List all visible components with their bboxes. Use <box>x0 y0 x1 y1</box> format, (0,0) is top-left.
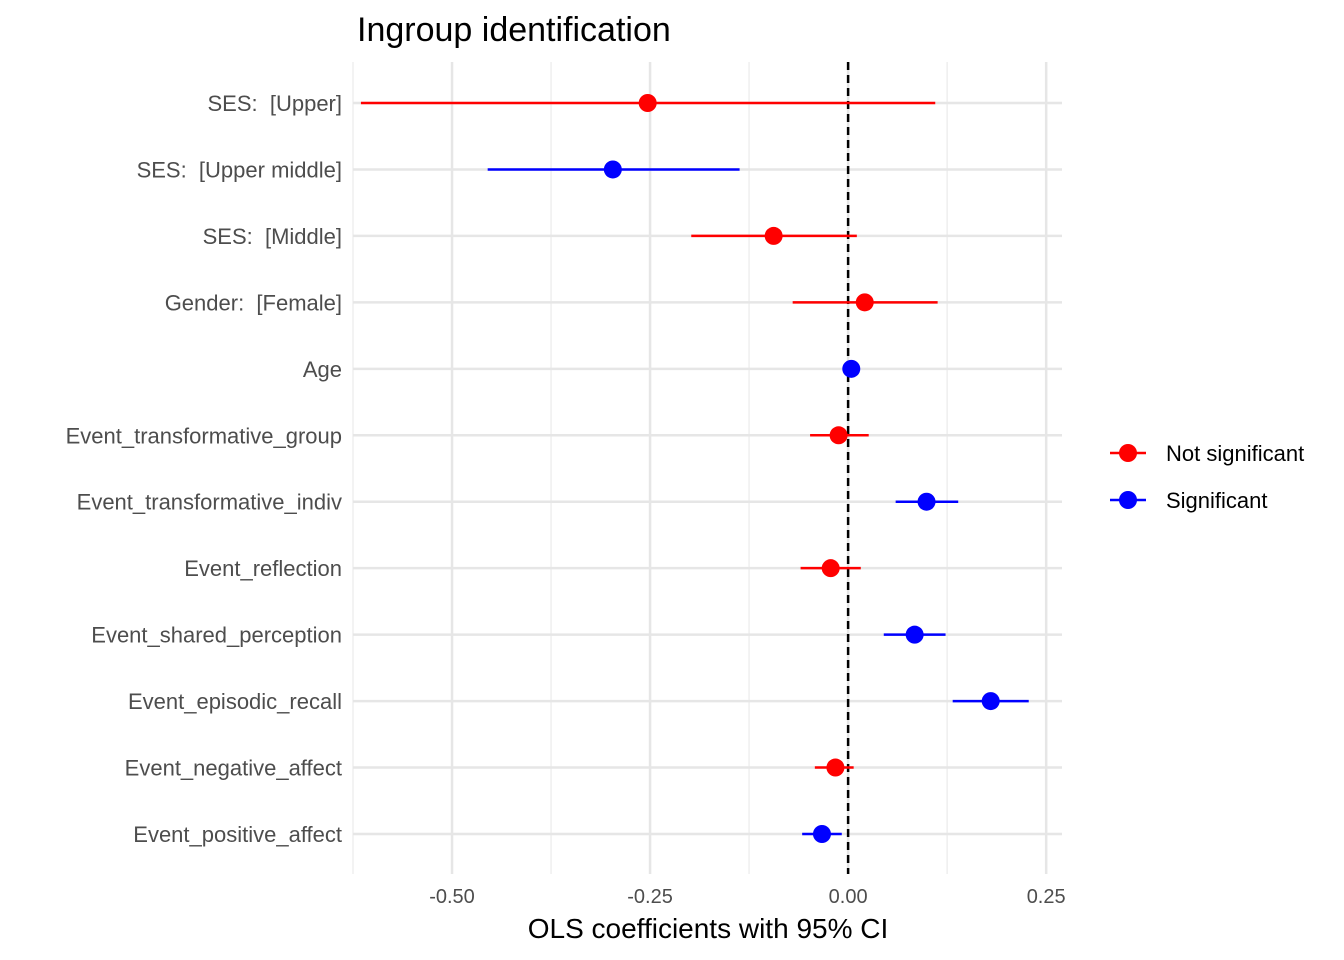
grid <box>352 62 1062 874</box>
y-tick-label: SES: [Upper middle] <box>137 157 342 182</box>
estimate-point <box>829 426 848 445</box>
estimate-point <box>638 94 657 112</box>
estimate-point <box>764 226 783 245</box>
y-tick-label: Event_negative_affect <box>125 756 342 781</box>
x-tick-label: 0.00 <box>829 886 868 908</box>
y-tick-label: Event_transformative_group <box>66 423 342 448</box>
y-tick-label: Event_reflection <box>184 556 342 581</box>
estimate-point <box>855 293 874 312</box>
y-tick-label: Gender: [Female] <box>165 290 342 315</box>
x-tick-label: -0.50 <box>429 886 475 908</box>
legend: Not significant Significant <box>1110 441 1304 513</box>
estimate-point <box>821 559 840 578</box>
legend-key <box>1110 491 1146 509</box>
y-axis-labels: SES: [Upper] SES: [Upper middle] SES: [Mid… <box>66 91 342 847</box>
estimate-point <box>917 492 936 511</box>
y-tick-label: Event_shared_perception <box>91 623 342 648</box>
x-tick-label: 0.25 <box>1027 886 1066 908</box>
estimate-point <box>905 625 924 644</box>
plot-marks <box>360 94 1029 843</box>
x-axis-ticks: -0.50 -0.25 0.00 0.25 <box>429 886 1065 908</box>
estimate-point <box>603 160 622 179</box>
y-tick-label: SES: [Upper] <box>207 91 342 116</box>
estimate-point <box>812 825 831 843</box>
legend-label: Not significant <box>1166 441 1304 466</box>
y-tick-label: Age <box>303 357 342 382</box>
legend-key <box>1110 444 1146 462</box>
y-tick-label: Event_positive_affect <box>133 822 342 847</box>
estimate-point <box>981 692 1000 711</box>
estimate-point <box>826 758 845 777</box>
y-tick-label: Event_episodic_recall <box>128 689 342 714</box>
y-tick-label: Event_transformative_indiv <box>77 490 342 515</box>
estimate-point <box>842 359 861 378</box>
x-axis-title: OLS coefficients with 95% CI <box>528 913 889 944</box>
y-tick-label: SES: [Middle] <box>203 224 342 249</box>
chart-title: Ingroup identification <box>357 11 671 49</box>
legend-label: Significant <box>1166 488 1268 513</box>
x-tick-label: -0.25 <box>627 886 673 908</box>
